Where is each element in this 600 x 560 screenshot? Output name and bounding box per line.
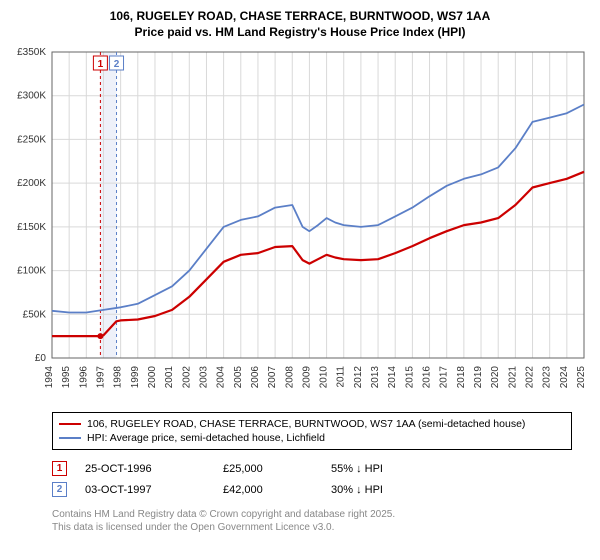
sale-marker-icon: 2: [52, 482, 67, 497]
svg-text:1995: 1995: [61, 366, 72, 389]
price-chart: £0 £50K £100K £150K £200K £250K £300K £350K 1994…: [8, 46, 592, 406]
legend: 106, RUGELEY ROAD, CHASE TERRACE, BURNTW…: [52, 412, 572, 450]
svg-text:£0: £0: [35, 353, 47, 364]
svg-text:2015: 2015: [404, 366, 415, 389]
sales-table: 1 25-OCT-1996 £25,000 55% ↓ HPI 2 03-OCT…: [52, 458, 572, 500]
legend-swatch: [59, 437, 81, 439]
chart-title-block: 106, RUGELEY ROAD, CHASE TERRACE, BURNTW…: [8, 8, 592, 40]
svg-text:2025: 2025: [576, 366, 587, 389]
svg-text:2: 2: [114, 59, 120, 70]
svg-text:2008: 2008: [284, 366, 295, 389]
svg-text:2023: 2023: [542, 366, 553, 389]
svg-text:2022: 2022: [525, 366, 536, 389]
sale-marker-icon: 1: [52, 461, 67, 476]
title-line-2: Price paid vs. HM Land Registry's House …: [8, 24, 592, 40]
svg-text:1994: 1994: [44, 366, 55, 389]
svg-text:2024: 2024: [559, 366, 570, 389]
sale-row: 2 03-OCT-1997 £42,000 30% ↓ HPI: [52, 479, 572, 500]
chart-container: £0 £50K £100K £150K £200K £250K £300K £350K 1994…: [8, 46, 592, 406]
svg-text:2009: 2009: [301, 366, 312, 389]
svg-text:2020: 2020: [490, 366, 501, 389]
svg-text:2005: 2005: [233, 366, 244, 389]
svg-text:2013: 2013: [370, 366, 381, 389]
attribution: Contains HM Land Registry data © Crown c…: [52, 508, 592, 534]
title-line-1: 106, RUGELEY ROAD, CHASE TERRACE, BURNTW…: [8, 8, 592, 24]
sale-date: 25-OCT-1996: [85, 463, 205, 475]
svg-text:2004: 2004: [216, 366, 227, 389]
svg-text:2003: 2003: [198, 366, 209, 389]
sale-row: 1 25-OCT-1996 £25,000 55% ↓ HPI: [52, 458, 572, 479]
svg-text:1998: 1998: [113, 366, 124, 389]
svg-text:1999: 1999: [130, 366, 141, 389]
sale-price: £42,000: [223, 484, 313, 496]
svg-text:2017: 2017: [439, 366, 450, 389]
svg-text:1996: 1996: [78, 366, 89, 389]
svg-text:2002: 2002: [181, 366, 192, 389]
svg-text:2021: 2021: [507, 366, 518, 389]
legend-item: HPI: Average price, semi-detached house,…: [59, 431, 565, 445]
svg-text:2010: 2010: [319, 366, 330, 389]
svg-text:£150K: £150K: [17, 222, 46, 233]
svg-text:2016: 2016: [422, 366, 433, 389]
sale-date: 03-OCT-1997: [85, 484, 205, 496]
attribution-line: This data is licensed under the Open Gov…: [52, 521, 592, 534]
svg-text:£100K: £100K: [17, 266, 46, 277]
legend-label: HPI: Average price, semi-detached house,…: [87, 432, 325, 444]
svg-text:2019: 2019: [473, 366, 484, 389]
svg-text:2000: 2000: [147, 366, 158, 389]
svg-text:2007: 2007: [267, 366, 278, 389]
legend-item: 106, RUGELEY ROAD, CHASE TERRACE, BURNTW…: [59, 417, 565, 431]
svg-text:2014: 2014: [387, 366, 398, 389]
sale-price: £25,000: [223, 463, 313, 475]
svg-text:2006: 2006: [250, 366, 261, 389]
svg-text:£350K: £350K: [17, 47, 46, 58]
svg-text:2011: 2011: [336, 366, 347, 388]
svg-text:£300K: £300K: [17, 91, 46, 102]
svg-text:1: 1: [98, 59, 104, 70]
svg-text:£200K: £200K: [17, 179, 46, 190]
sale-delta: 30% ↓ HPI: [331, 484, 441, 496]
svg-text:£50K: £50K: [23, 310, 47, 321]
sale-delta: 55% ↓ HPI: [331, 463, 441, 475]
svg-text:£250K: £250K: [17, 135, 46, 146]
legend-swatch: [59, 423, 81, 425]
svg-text:1997: 1997: [95, 366, 106, 389]
legend-label: 106, RUGELEY ROAD, CHASE TERRACE, BURNTW…: [87, 418, 525, 430]
attribution-line: Contains HM Land Registry data © Crown c…: [52, 508, 592, 521]
svg-text:2012: 2012: [353, 366, 364, 389]
svg-text:2018: 2018: [456, 366, 467, 389]
svg-text:2001: 2001: [164, 366, 175, 389]
